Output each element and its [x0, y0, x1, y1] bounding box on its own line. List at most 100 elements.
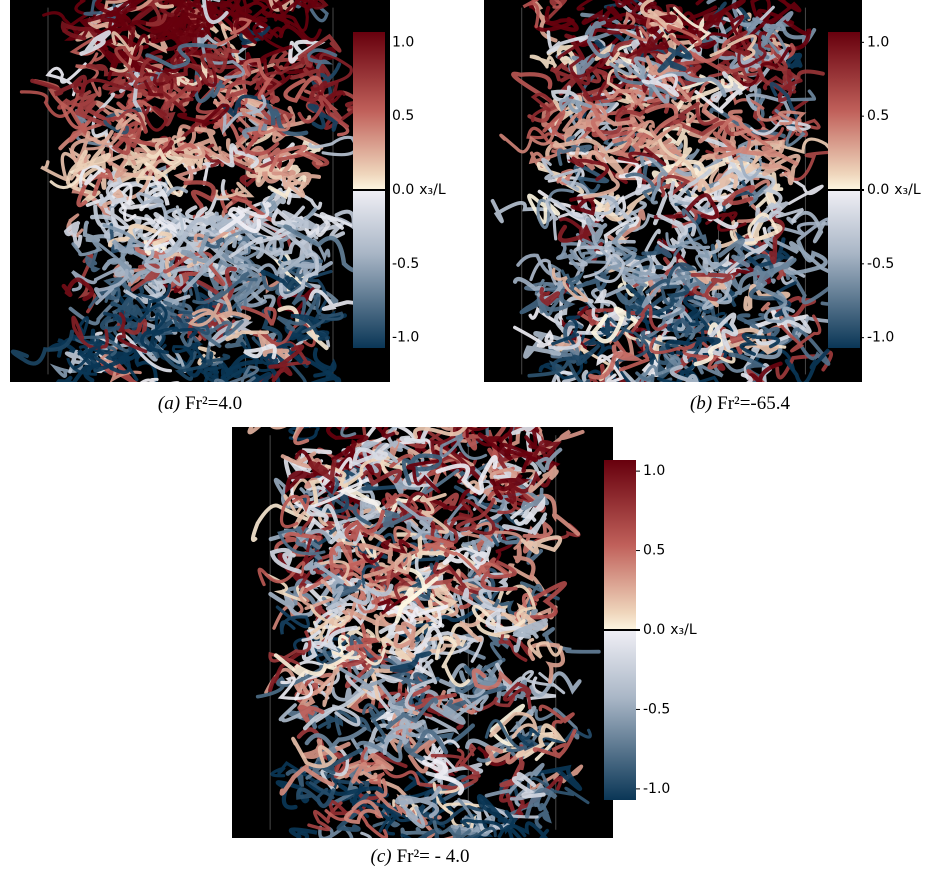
vortex-tube	[264, 233, 309, 257]
vortex-tube	[269, 547, 302, 574]
vortex-tubes	[10, 0, 379, 382]
colorbar-tick-label: 0.0	[867, 182, 889, 198]
vortex-tube	[511, 71, 555, 108]
vortex-tube	[260, 151, 296, 184]
vortex-tube	[344, 509, 385, 542]
vortex-tube	[142, 335, 197, 371]
vortex-tube	[533, 440, 562, 462]
vortex-tube	[709, 0, 746, 27]
vortex-tube	[187, 302, 223, 327]
vortex-tube	[296, 787, 336, 808]
colorbar-tick-label: -1.0	[392, 330, 419, 346]
vortex-tube	[396, 500, 435, 540]
vortex-tube	[200, 319, 244, 348]
vortex-tube	[697, 173, 739, 195]
vortex-tube	[521, 670, 566, 695]
colorbar-tick-label: 1.0	[643, 463, 665, 479]
vortex-tube	[424, 543, 509, 578]
vortex-tube	[657, 213, 697, 237]
colorbar-tick-label: 1.0	[867, 34, 889, 50]
vortex-tube	[774, 296, 817, 320]
vortex-tube	[99, 193, 132, 230]
vortex-tube	[291, 736, 338, 769]
vortex-tube	[653, 193, 719, 220]
vortex-tube	[126, 0, 153, 13]
vortex-tube	[641, 73, 680, 97]
vortex-tube	[783, 239, 828, 275]
vortex-tube	[529, 581, 567, 620]
vortex-tube	[40, 151, 78, 182]
vortex-tube	[369, 771, 393, 819]
vortex-tube	[668, 168, 712, 204]
vortex-tube	[306, 48, 338, 70]
vortex-tube	[761, 153, 791, 177]
vortex-tube	[458, 498, 496, 535]
vortex-tube	[569, 51, 612, 79]
vortex-tube	[460, 826, 497, 838]
vortex-tube	[389, 651, 432, 673]
vortex-tube	[297, 95, 350, 129]
vortex-tube	[318, 90, 346, 108]
vortex-tube	[535, 447, 563, 473]
colorbar-tick-label: -0.5	[392, 256, 419, 272]
vortex-tube	[522, 519, 554, 554]
vortex-tube	[455, 497, 496, 532]
vortex-tube	[513, 325, 554, 348]
vortex-tube	[351, 753, 394, 784]
vortex-tube	[456, 546, 492, 566]
vortex-tube	[324, 456, 391, 488]
vortex-tube	[746, 237, 786, 280]
vortex-tube	[367, 723, 403, 755]
vortex-tube	[401, 453, 443, 486]
vortex-tube	[648, 9, 690, 35]
vortex-tube	[147, 137, 169, 162]
vortex-tube	[767, 217, 831, 242]
vortex-tube	[636, 103, 679, 139]
vortex-tube	[625, 82, 670, 100]
vortex-tube	[705, 211, 747, 232]
vortex-tube	[196, 266, 238, 302]
panel: 1.0 0.5 0.0 x₃/L -0.5 -1.0 (c) Fr²= - 4.0	[232, 427, 697, 867]
vortex-tube	[55, 363, 92, 382]
vortex-tube	[277, 676, 313, 700]
vortex-tube	[538, 704, 575, 738]
vortex-tube	[546, 44, 581, 75]
vortex-tube	[635, 371, 673, 382]
colorbar-tick-label: 0.0	[392, 182, 414, 198]
vortex-tube	[665, 336, 721, 356]
vortex-tubes	[490, 0, 856, 382]
vortex-tube	[706, 0, 761, 32]
vortex-tube	[613, 29, 644, 64]
vortex-tube	[568, 239, 636, 267]
vortex-tube	[279, 764, 335, 796]
caption: (b) Fr²=-65.4	[690, 393, 791, 414]
vortex-tube	[324, 809, 389, 838]
vortex-tube	[602, 189, 653, 222]
vortex-tube	[277, 528, 326, 556]
vortex-tube	[534, 802, 552, 829]
vortex-tube	[110, 354, 139, 382]
vortex-tube	[174, 353, 231, 381]
vortex-tube	[408, 604, 449, 629]
vortex-tube	[140, 329, 169, 355]
vortex-tube	[70, 129, 114, 162]
vortex-tube	[73, 77, 133, 94]
vortex-tube	[177, 103, 230, 127]
vortex-tube	[358, 543, 396, 579]
caption-label: (a)	[158, 393, 180, 414]
vortex-tube	[375, 427, 396, 439]
vortex-tube	[243, 343, 277, 360]
vortex-tube	[755, 315, 812, 346]
vortex-tube	[382, 724, 410, 755]
vortex-tube	[164, 63, 209, 85]
vortex-tube	[168, 148, 204, 171]
vortex-tube	[100, 296, 138, 332]
vortex-tube	[255, 664, 325, 699]
vortex-tube	[162, 11, 240, 38]
vortex-tube	[693, 322, 724, 367]
vortex-tube	[739, 333, 781, 356]
vortex-tube	[377, 595, 408, 615]
vortex-tube	[309, 474, 372, 526]
vortex-tube	[631, 304, 668, 333]
